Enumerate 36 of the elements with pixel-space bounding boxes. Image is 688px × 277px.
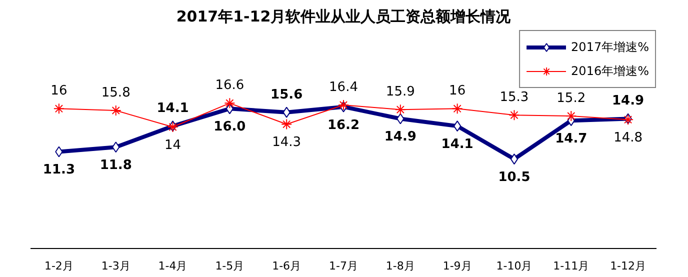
x-tick-label: 1-3月 xyxy=(101,260,130,272)
data-label: 16.6 xyxy=(215,78,244,94)
data-label: 14.9 xyxy=(384,130,416,145)
data-label: 16 xyxy=(50,84,68,99)
x-tick-label: 1-7月 xyxy=(329,260,358,272)
x-tick-label: 1-8月 xyxy=(386,260,415,272)
legend-label: 2016年增速% xyxy=(571,62,649,80)
data-label: 15.9 xyxy=(386,84,415,100)
data-label: 11.3 xyxy=(42,162,75,178)
x-tick-label: 1-2月 xyxy=(44,260,74,272)
x-tick-label: 1-12月 xyxy=(610,260,646,272)
data-label: 14.8 xyxy=(614,130,643,146)
data-label: 14.9 xyxy=(612,94,644,109)
data-label: 14 xyxy=(164,138,182,153)
x-tick-label: 1-5月 xyxy=(215,260,244,272)
data-label: 14.1 xyxy=(156,101,189,116)
legend-label: 2017年增速% xyxy=(571,38,649,56)
x-tick-label: 1-4月 xyxy=(158,260,188,272)
data-label: 15.8 xyxy=(101,85,130,100)
data-label: 14.7 xyxy=(555,132,588,147)
data-label: 15.3 xyxy=(500,90,529,106)
data-label: 16.4 xyxy=(329,80,358,95)
data-label: 15.6 xyxy=(270,87,303,102)
data-label: 11.8 xyxy=(100,158,132,174)
x-tick-label: 1-10月 xyxy=(496,260,532,272)
data-label: 16 xyxy=(449,84,466,99)
data-label: 15.2 xyxy=(556,90,586,106)
x-tick-label: 1-9月 xyxy=(442,260,472,272)
data-label: 14.3 xyxy=(272,135,302,150)
data-label: 14.1 xyxy=(441,137,474,152)
data-label: 16.0 xyxy=(214,120,246,135)
data-label: 16.2 xyxy=(327,118,360,133)
x-tick-label: 1-11月 xyxy=(553,260,590,272)
chart-title: 2017年1-12月软件业从业人员工资总额增长情况 xyxy=(176,8,512,26)
data-label: 10.5 xyxy=(498,170,530,186)
x-tick-label: 1-6月 xyxy=(272,260,302,272)
